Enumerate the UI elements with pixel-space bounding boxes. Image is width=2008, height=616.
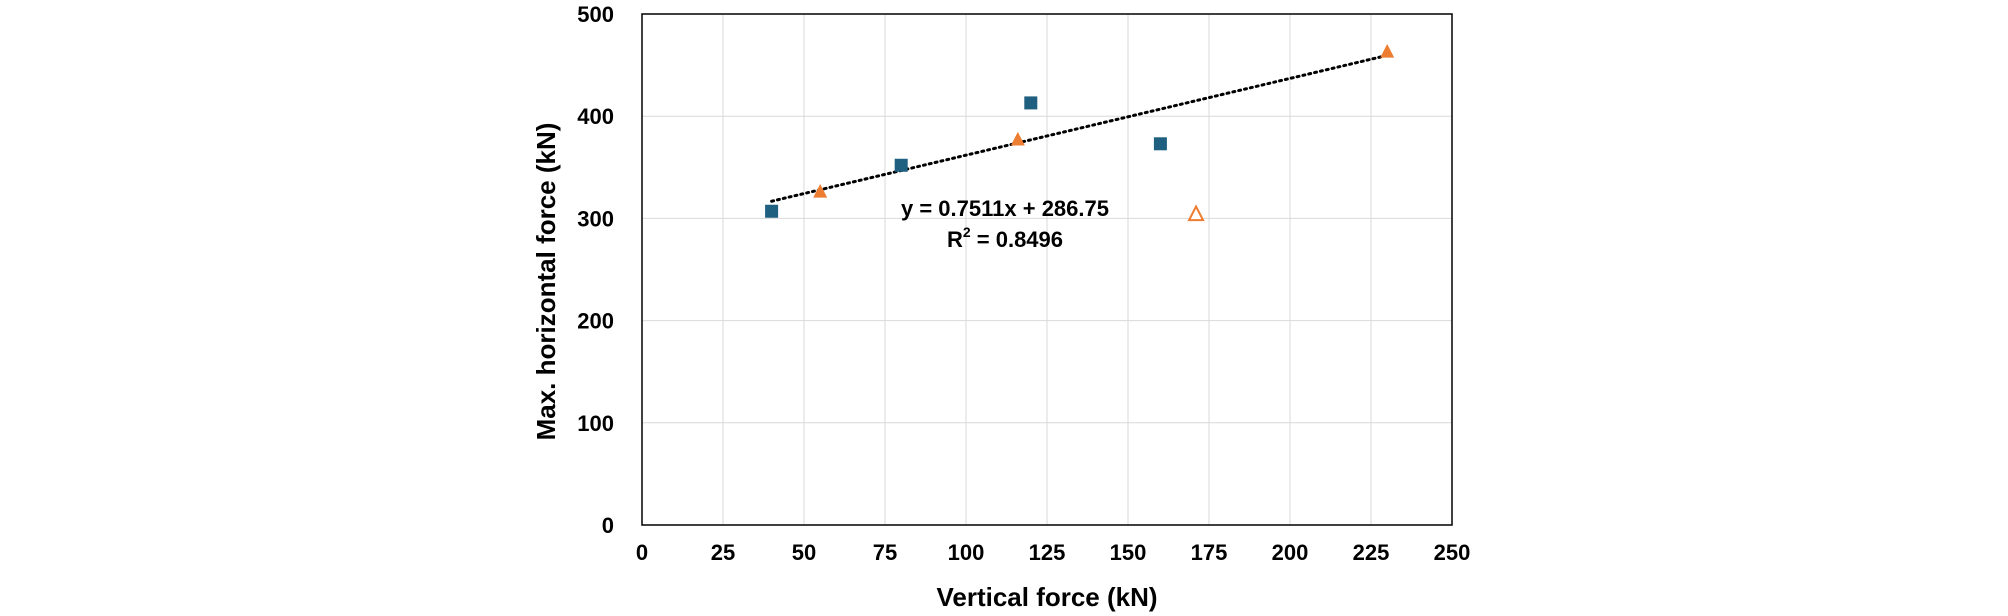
x-tick-label: 250: [1434, 540, 1471, 565]
x-axis-title: Vertical force (kN): [936, 582, 1157, 612]
plot-area-border: [641, 13, 1453, 526]
x-tick-label: 100: [948, 540, 985, 565]
r-squared-letter: R: [947, 227, 963, 252]
data-point-triangle: [1380, 44, 1395, 58]
x-tick-label: 25: [711, 540, 735, 565]
x-tick-label: 200: [1272, 540, 1309, 565]
data-point-square: [765, 204, 779, 218]
y-tick-label: 500: [577, 2, 614, 27]
data-point-triangle: [813, 184, 828, 198]
x-tick-label: 50: [792, 540, 816, 565]
x-tick-label: 0: [636, 540, 648, 565]
data-point-triangle-open: [1187, 204, 1205, 222]
x-tick-label: 150: [1110, 540, 1147, 565]
trendline: [770, 53, 1389, 203]
r-squared-label: R2 = 0.8496: [947, 224, 1063, 252]
x-tick-label: 125: [1029, 540, 1066, 565]
y-tick-label: 300: [577, 206, 614, 231]
x-tick-label: 225: [1353, 540, 1390, 565]
trendline-equation: y = 0.7511x + 286.75: [901, 196, 1109, 221]
r-squared-superscript: 2: [963, 224, 971, 240]
y-tick-label: 200: [577, 309, 614, 334]
data-point-square: [1153, 137, 1167, 151]
y-tick-label: 0: [602, 513, 614, 538]
x-axis-ticks: 0 25 50 75 100 125 150 175 200 225 250: [636, 540, 1470, 565]
data-points: [765, 44, 1395, 222]
x-tick-label: 175: [1191, 540, 1228, 565]
r-squared-value: = 0.8496: [971, 227, 1063, 252]
y-tick-label: 400: [577, 104, 614, 129]
data-point-triangle: [1010, 131, 1025, 146]
gridlines: [641, 13, 1453, 526]
y-axis-ticks: 0 100 200 300 400 500: [577, 2, 614, 538]
y-axis-title: Max. horizontal force (kN): [531, 123, 561, 441]
x-tick-label: 75: [873, 540, 897, 565]
data-point-square: [1024, 96, 1038, 110]
data-point-square: [894, 158, 908, 172]
y-tick-label: 100: [577, 411, 614, 436]
